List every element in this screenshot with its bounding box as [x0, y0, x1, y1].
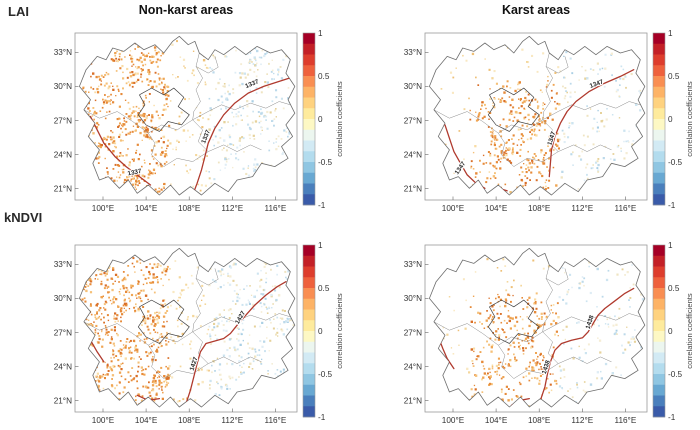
colorbar: 1 0.5 0 -0.5 -1 correlation coefficients: [652, 29, 694, 210]
y-tick-label: 30°N: [54, 294, 72, 303]
colorbar-tick-label: 1: [668, 241, 673, 250]
colorbar-tick-label: 0: [318, 327, 323, 336]
plot-area: [74, 244, 298, 413]
colorbar-label: correlation coefficients: [335, 293, 344, 369]
y-tick-label: 33°N: [404, 48, 422, 57]
y-tick-label: 30°N: [54, 82, 72, 91]
x-tick-label: 116°E: [615, 416, 637, 425]
y-tick-label: 24°N: [54, 362, 72, 371]
y-tick-label: 21°N: [404, 184, 422, 193]
y-tick-label: 21°N: [54, 184, 72, 193]
x-tick-label: 108°E: [178, 416, 201, 425]
colorbar-tick-label: -0.5: [668, 370, 683, 379]
map-outline: [429, 35, 646, 196]
y-tick-label: 24°N: [404, 362, 422, 371]
colorbar-tick-label: 1: [318, 29, 323, 38]
colorbar: 1 0.5 0 -0.5 -1 correlation coefficients: [652, 241, 694, 422]
province-borders: [433, 52, 641, 167]
colorbar-tick-label: 0.5: [318, 72, 330, 81]
map-outline: [429, 247, 646, 408]
map-outline: [79, 247, 296, 408]
x-tick-label: 112°E: [221, 204, 243, 213]
correlation-speckles: [429, 248, 645, 407]
axis-ticks: [425, 51, 626, 200]
colorbar: 1 0.5 0 -0.5 -1 correlation coefficients: [302, 241, 344, 422]
province-borders: [83, 52, 291, 167]
colorbar-label: correlation coefficients: [685, 81, 694, 157]
map-outline: [79, 35, 296, 196]
x-tick-label: 116°E: [615, 204, 637, 213]
karst-boundary: [137, 87, 190, 132]
colorbar-tick-label: -1: [668, 201, 676, 210]
contour-line: [89, 75, 295, 195]
province-borders: [433, 264, 641, 379]
colorbar-tick-label: 0: [668, 327, 673, 336]
x-tick-label: 112°E: [571, 416, 593, 425]
x-tick-label: 104°E: [135, 204, 158, 213]
y-tick-label: 33°N: [404, 260, 422, 269]
colorbar-tick-label: 0.5: [668, 72, 680, 81]
x-tick-label: 104°E: [135, 416, 158, 425]
colorbar-tick-label: -1: [668, 413, 676, 422]
karst-boundary: [487, 87, 540, 132]
colorbar: 1 0.5 0 -0.5 -1 correlation coefficients: [302, 29, 344, 210]
axis-ticks: [75, 263, 276, 412]
colorbar-tick-label: 0.5: [668, 284, 680, 293]
x-tick-label: 108°E: [178, 204, 201, 213]
x-tick-label: 100°E: [92, 204, 115, 213]
x-tick-label: 104°E: [485, 416, 508, 425]
x-tick-label: 108°E: [528, 204, 551, 213]
colorbar-label: correlation coefficients: [685, 293, 694, 369]
y-tick-label: 27°N: [404, 116, 422, 125]
colorbar-tick-label: -0.5: [668, 158, 683, 167]
y-tick-label: 21°N: [54, 396, 72, 405]
colorbar-tick-label: 1: [668, 29, 673, 38]
y-tick-label: 33°N: [54, 260, 72, 269]
colorbar-tick-label: -0.5: [318, 158, 333, 167]
row-label-lai: LAI: [8, 4, 29, 19]
axis-ticks: [425, 263, 626, 412]
y-tick-label: 24°N: [404, 150, 422, 159]
plot-area: [424, 244, 648, 413]
colorbar-tick-label: -1: [318, 413, 326, 422]
plot-area: [424, 32, 648, 201]
colorbar-tick-label: 0.5: [318, 284, 330, 293]
row-label-kndvi: kNDVI: [4, 210, 43, 225]
y-tick-label: 27°N: [404, 328, 422, 337]
y-tick-label: 33°N: [54, 48, 72, 57]
karst-boundary: [487, 299, 540, 344]
column-title-karst: Karst areas: [501, 3, 571, 17]
x-tick-label: 104°E: [485, 204, 508, 213]
x-tick-label: 108°E: [528, 416, 551, 425]
colorbar-tick-label: 0: [318, 115, 323, 124]
colorbar-label: correlation coefficients: [335, 81, 344, 157]
x-tick-label: 112°E: [221, 416, 243, 425]
y-tick-label: 27°N: [54, 116, 72, 125]
axis-ticks: [75, 51, 276, 200]
karst-boundary: [137, 299, 190, 344]
y-tick-label: 21°N: [404, 396, 422, 405]
y-tick-label: 30°N: [404, 82, 422, 91]
y-tick-label: 27°N: [54, 328, 72, 337]
x-tick-label: 100°E: [92, 416, 115, 425]
x-tick-label: 100°E: [442, 416, 465, 425]
colorbar-tick-label: -0.5: [318, 370, 333, 379]
y-tick-label: 24°N: [54, 150, 72, 159]
colorbar-tick-label: -1: [318, 201, 326, 210]
colorbar-tick-label: 1: [318, 241, 323, 250]
colorbar-tick-label: 0: [668, 115, 673, 124]
x-tick-label: 116°E: [265, 204, 287, 213]
x-tick-label: 100°E: [442, 204, 465, 213]
x-tick-label: 112°E: [571, 204, 593, 213]
x-tick-label: 116°E: [265, 416, 287, 425]
y-tick-label: 30°N: [404, 294, 422, 303]
column-title-non-karst: Non-karst areas: [138, 3, 234, 17]
contour-label: 1337: [127, 168, 143, 178]
